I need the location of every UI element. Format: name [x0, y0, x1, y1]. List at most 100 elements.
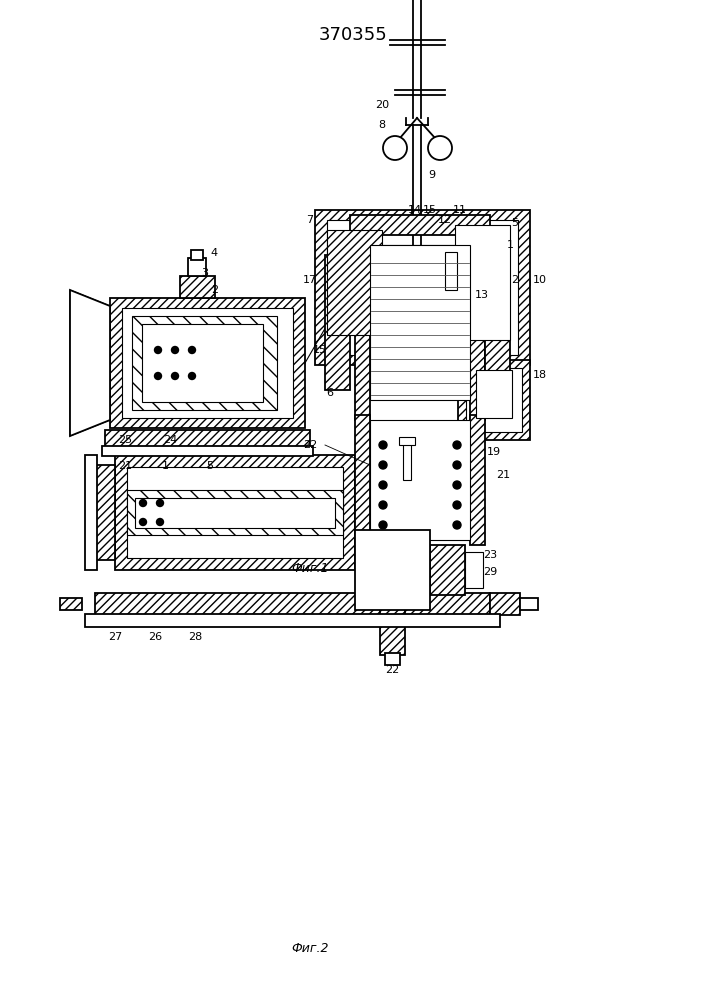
- Circle shape: [155, 372, 161, 379]
- Bar: [122, 308, 293, 418]
- Bar: [490, 593, 520, 615]
- Bar: [102, 446, 313, 456]
- Bar: [355, 530, 430, 610]
- Text: 21: 21: [496, 470, 510, 480]
- Bar: [430, 545, 465, 595]
- Circle shape: [189, 372, 196, 379]
- Text: 14: 14: [408, 205, 422, 215]
- Bar: [385, 653, 400, 665]
- Bar: [93, 465, 115, 560]
- Circle shape: [453, 501, 461, 509]
- Bar: [325, 255, 350, 390]
- Bar: [355, 415, 370, 545]
- Bar: [127, 490, 343, 535]
- Bar: [485, 255, 510, 390]
- Text: 29: 29: [483, 567, 497, 577]
- Text: 22: 22: [303, 440, 317, 450]
- Circle shape: [172, 372, 178, 379]
- Bar: [465, 552, 483, 588]
- Text: 10: 10: [533, 275, 547, 285]
- Circle shape: [172, 347, 178, 354]
- Circle shape: [379, 501, 387, 509]
- Circle shape: [155, 347, 161, 354]
- Text: 13: 13: [475, 290, 489, 300]
- Circle shape: [453, 441, 461, 449]
- Bar: [470, 235, 485, 420]
- Text: 24: 24: [163, 435, 177, 445]
- Text: Фиг.1: Фиг.1: [291, 562, 329, 574]
- Text: 15: 15: [423, 205, 437, 215]
- Text: 2: 2: [211, 285, 218, 295]
- Bar: [115, 455, 355, 570]
- Circle shape: [156, 499, 163, 506]
- Text: 18: 18: [533, 370, 547, 380]
- Bar: [142, 324, 263, 402]
- Bar: [445, 252, 457, 290]
- Circle shape: [453, 461, 461, 469]
- Bar: [476, 370, 512, 418]
- Text: 25: 25: [118, 435, 132, 445]
- Bar: [60, 598, 82, 610]
- Bar: [95, 593, 490, 615]
- Circle shape: [379, 441, 387, 449]
- Text: 27: 27: [108, 632, 122, 642]
- Text: 11: 11: [453, 205, 467, 215]
- Bar: [520, 598, 538, 610]
- Bar: [85, 614, 500, 627]
- Text: 26: 26: [148, 632, 162, 642]
- Bar: [470, 415, 485, 545]
- Text: 2: 2: [511, 275, 518, 285]
- Text: 21: 21: [118, 461, 132, 471]
- Bar: [458, 360, 530, 440]
- Text: 19: 19: [487, 447, 501, 457]
- Bar: [180, 276, 215, 298]
- Bar: [315, 210, 530, 365]
- Text: 5: 5: [206, 461, 214, 471]
- Bar: [380, 607, 405, 655]
- Bar: [135, 498, 335, 528]
- Bar: [383, 245, 455, 300]
- Text: 8: 8: [378, 120, 385, 130]
- Text: 370355: 370355: [319, 26, 387, 44]
- Text: 28: 28: [188, 632, 202, 642]
- Bar: [327, 230, 382, 335]
- Circle shape: [379, 481, 387, 489]
- Bar: [85, 455, 97, 570]
- Bar: [403, 440, 411, 480]
- Bar: [350, 215, 490, 235]
- Text: 23: 23: [483, 550, 497, 560]
- Text: 4: 4: [211, 248, 218, 258]
- Bar: [370, 420, 470, 540]
- Circle shape: [189, 347, 196, 354]
- Circle shape: [379, 521, 387, 529]
- Bar: [127, 467, 343, 558]
- Text: 22: 22: [385, 665, 399, 675]
- Circle shape: [453, 521, 461, 529]
- Bar: [188, 258, 206, 276]
- Circle shape: [139, 518, 146, 526]
- Bar: [370, 245, 470, 400]
- Bar: [110, 298, 305, 428]
- Text: 7: 7: [306, 215, 314, 225]
- Text: 9: 9: [428, 170, 436, 180]
- Circle shape: [428, 136, 452, 160]
- Text: 5: 5: [511, 218, 518, 228]
- Text: 3: 3: [201, 268, 209, 278]
- Bar: [132, 316, 277, 410]
- Circle shape: [156, 518, 163, 526]
- Bar: [399, 437, 415, 445]
- Bar: [327, 220, 518, 355]
- Text: 15: 15: [313, 345, 327, 355]
- Text: 1: 1: [161, 461, 168, 471]
- Text: 1: 1: [506, 240, 513, 250]
- Bar: [105, 430, 310, 448]
- Circle shape: [453, 481, 461, 489]
- Circle shape: [383, 136, 407, 160]
- Text: Фиг.2: Фиг.2: [291, 942, 329, 954]
- Circle shape: [379, 461, 387, 469]
- Bar: [466, 368, 522, 432]
- Text: 12: 12: [438, 215, 452, 225]
- Bar: [355, 235, 370, 420]
- Bar: [455, 225, 510, 340]
- Polygon shape: [70, 290, 110, 436]
